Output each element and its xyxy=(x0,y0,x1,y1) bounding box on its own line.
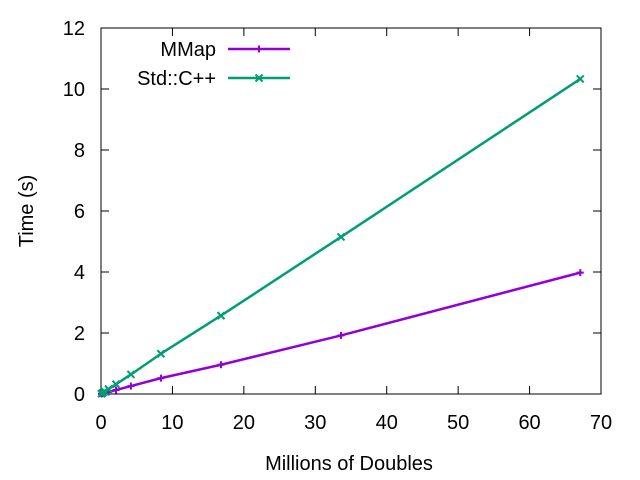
x-tick-label: 70 xyxy=(590,412,612,434)
marker-stroke xyxy=(104,384,113,394)
y-tick-label: 6 xyxy=(74,201,85,223)
data-point-mmap xyxy=(157,374,165,382)
marker-stroke xyxy=(216,311,226,320)
x-tick-label: 50 xyxy=(447,412,469,434)
data-point-std-c xyxy=(104,384,113,394)
data-point-std-c xyxy=(576,74,585,84)
data-point-mmap xyxy=(337,331,345,339)
legend-item-std-c: Std::C++ xyxy=(137,68,290,90)
axis-ticks: 0 10 20 30 40 50 60 70 0 2 4 6 8 10 12 xyxy=(63,18,612,434)
legend-marker-std-c xyxy=(254,73,264,83)
x-tick-label: 20 xyxy=(233,412,255,434)
data-point-std-c xyxy=(156,349,166,358)
y-axis-label: Time (s) xyxy=(16,175,38,248)
marker-stroke xyxy=(126,370,136,379)
data-point-mmap xyxy=(127,382,135,390)
marker-stroke xyxy=(336,232,346,242)
marker-stroke xyxy=(156,349,166,358)
y-tick-label: 8 xyxy=(74,140,85,162)
y-tick-label: 4 xyxy=(74,262,85,284)
y-tick-label: 0 xyxy=(74,384,85,406)
x-tick-label: 10 xyxy=(161,412,183,434)
series-mmap xyxy=(97,269,584,398)
legend-label-mmap: MMap xyxy=(160,39,216,61)
data-point-mmap xyxy=(217,361,225,369)
x-tick-label: 40 xyxy=(376,412,398,434)
marker-stroke xyxy=(576,74,585,84)
data-point-mmap xyxy=(112,386,120,394)
legend-label-std-c: Std::C++ xyxy=(137,68,216,90)
x-axis-label: Millions of Doubles xyxy=(265,453,433,475)
x-tick-label: 30 xyxy=(304,412,326,434)
data-point-std-c xyxy=(126,370,136,379)
legend-marker-mmap xyxy=(255,45,263,53)
y-tick-label: 2 xyxy=(74,323,85,345)
series-layer xyxy=(97,74,585,398)
series-std-c xyxy=(97,74,585,398)
y-tick-label: 10 xyxy=(63,79,85,101)
x-tick-label: 0 xyxy=(95,412,106,434)
legend-item-mmap: MMap xyxy=(160,39,290,61)
marker-stroke xyxy=(254,73,264,83)
data-point-std-c xyxy=(336,232,346,242)
data-point-mmap xyxy=(576,269,584,277)
data-point-std-c xyxy=(216,311,226,320)
y-tick-label: 12 xyxy=(63,18,85,40)
marker-stroke xyxy=(111,380,121,389)
x-tick-label: 60 xyxy=(518,412,540,434)
data-point-std-c xyxy=(111,380,121,389)
